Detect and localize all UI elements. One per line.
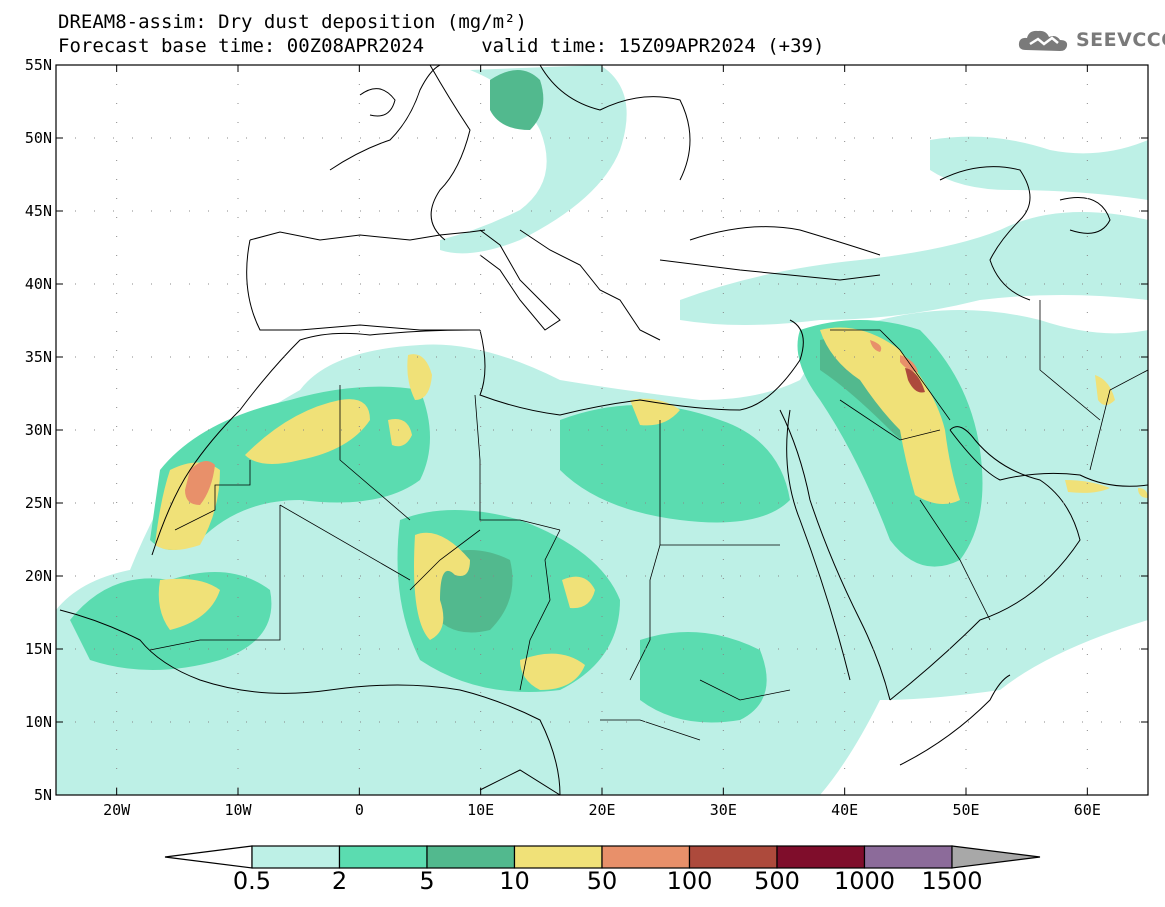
cloud-logo-icon [1018, 30, 1068, 51]
latitude-labels: 55N 50N 45N 40N 35N 30N 25N 20N 15N 10N 5N [25, 56, 52, 804]
colorbar-above-triangle [951, 845, 1041, 869]
colorbar-label: 0.5 [233, 867, 271, 895]
lat-tick-label: 10N [25, 713, 52, 731]
longitude-labels: 20W 10W 0 10E 20E 30E 40E 50E 60E [103, 801, 1101, 819]
colorbar-bin [863, 845, 953, 869]
lat-tick-label: 50N [25, 129, 52, 147]
map-subtitle: Forecast base time: 00Z08APR2024 valid t… [58, 35, 825, 57]
lon-tick-label: 30E [710, 801, 737, 819]
colorbar: 0.5 2 5 10 50 100 500 1000 1500 [164, 845, 1041, 895]
lat-tick-label: 15N [25, 640, 52, 658]
lon-tick-label: 60E [1074, 801, 1101, 819]
colorbar-bin [426, 845, 516, 869]
lon-tick-label: 40E [831, 801, 858, 819]
colorbar-label: 500 [754, 867, 800, 895]
colorbar-below-triangle [164, 845, 253, 869]
colorbar-label: 1000 [834, 867, 895, 895]
lon-tick-label: 10E [467, 801, 494, 819]
colorbar-label: 5 [419, 867, 434, 895]
lon-tick-label: 20W [103, 801, 131, 819]
colorbar-label: 10 [499, 867, 530, 895]
seevccc-logo: SEEVCCC [1016, 26, 1165, 56]
colorbar-label: 1500 [921, 867, 982, 895]
colorbar-bin [776, 845, 866, 869]
lon-tick-label: 0 [355, 801, 364, 819]
colorbar-bin [251, 845, 341, 869]
colorbar-bin [688, 845, 778, 869]
colorbar-label: 50 [587, 867, 618, 895]
lat-tick-label: 20N [25, 567, 52, 585]
lon-tick-label: 50E [952, 801, 979, 819]
lat-tick-label: 55N [25, 56, 52, 74]
lat-tick-label: 25N [25, 494, 52, 512]
colorbar-bin [601, 845, 691, 869]
map-grid [56, 65, 1148, 795]
axis-ticks [56, 64, 1148, 796]
map-plot-area [56, 65, 1148, 795]
colorbar-bin [338, 845, 428, 869]
lat-tick-label: 30N [25, 421, 52, 439]
lat-tick-label: 35N [25, 348, 52, 366]
logo-text: SEEVCCC [1076, 29, 1165, 51]
colorbar-label: 2 [332, 867, 347, 895]
coastlines [59, 65, 1148, 795]
colorbar-label: 100 [667, 867, 713, 895]
map-title: DREAM8-assim: Dry dust deposition (mg/m²… [58, 11, 527, 33]
lon-tick-label: 20E [588, 801, 615, 819]
lon-tick-label: 10W [224, 801, 252, 819]
lat-tick-label: 5N [34, 786, 52, 804]
country-borders [149, 300, 1148, 741]
lat-tick-label: 40N [25, 275, 52, 293]
dust-deposition-layer [56, 65, 1148, 795]
lat-tick-label: 45N [25, 202, 52, 220]
colorbar-bin [513, 845, 603, 869]
